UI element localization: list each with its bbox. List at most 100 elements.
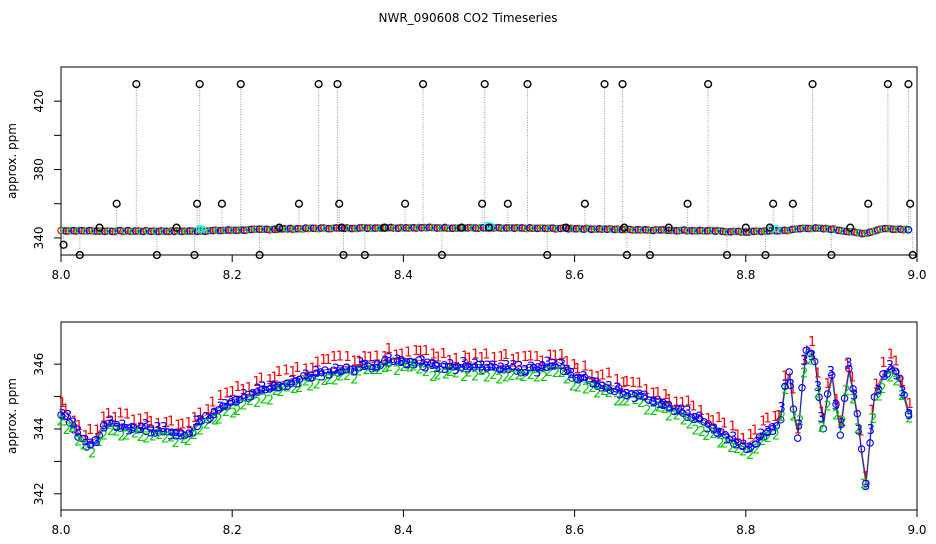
- top-data-point: [245, 225, 253, 234]
- bottom-series-marker-2: 2: [190, 428, 198, 443]
- top-outlier-point: [75, 250, 84, 260]
- bottom-series-marker-3: 3: [521, 364, 529, 379]
- bottom-data-point: [853, 409, 862, 418]
- top-outlier-point: [360, 250, 369, 260]
- bottom-series-marker-1: 1: [223, 386, 231, 401]
- bottom-series-marker-1: 1: [672, 396, 680, 411]
- bottom-series-marker-2: 2: [558, 366, 566, 381]
- top-data-point: [801, 224, 810, 232]
- bottom-data-point: [521, 368, 529, 377]
- bottom-series-marker-2: 2: [80, 439, 88, 454]
- top-data-point: [775, 226, 784, 235]
- bottom-data-point: [815, 393, 823, 402]
- bottom-series-marker-2: 2: [796, 414, 804, 429]
- bottom-series-marker-1: 1: [239, 383, 247, 398]
- top-outlier-point: [622, 250, 631, 260]
- bottom-data-point: [576, 374, 585, 382]
- top-outlier-point: [683, 199, 692, 208]
- bottom-series-marker-3: 3: [549, 358, 557, 373]
- top-data-point: [433, 224, 441, 232]
- bottom-x-tick-label: 8.8: [736, 523, 755, 537]
- top-data-point: [781, 226, 789, 235]
- bottom-series-marker-2: 2: [552, 366, 560, 381]
- bottom-data-point: [185, 429, 193, 437]
- bottom-data-point: [189, 429, 197, 437]
- bottom-series-marker-2: 2: [112, 424, 120, 439]
- bottom-series-marker-3: 3: [233, 394, 241, 409]
- bottom-series-marker-3: 3: [650, 395, 658, 410]
- bottom-series-marker-3: 3: [177, 428, 185, 443]
- bottom-data-point: [457, 363, 466, 372]
- bottom-series-marker-3: 3: [397, 355, 405, 370]
- top-data-point: [755, 227, 763, 235]
- bottom-data-point: [708, 424, 717, 432]
- bottom-series-marker-1: 1: [429, 348, 437, 363]
- top-data-point: [760, 227, 768, 235]
- bottom-data-point: [214, 406, 223, 414]
- top-outlier-point: [335, 199, 344, 208]
- top-data-point: [209, 226, 217, 235]
- bottom-series-marker-2: 2: [142, 431, 150, 446]
- bottom-series-marker-3: 3: [881, 369, 889, 384]
- bottom-data-point: [836, 431, 845, 439]
- bottom-data-point: [623, 392, 632, 400]
- bottom-series-marker-1: 1: [892, 355, 900, 370]
- bottom-data-point: [900, 391, 908, 399]
- bottom-series-marker-1: 1: [613, 373, 621, 388]
- bottom-data-point: [121, 423, 129, 432]
- bottom-series-marker-3: 3: [192, 414, 200, 429]
- top-data-point: [198, 225, 207, 233]
- bottom-series-marker-2: 2: [393, 364, 401, 379]
- top-data-point: [255, 225, 264, 233]
- bottom-series-marker-3: 3: [240, 388, 248, 403]
- bottom-data-point: [555, 358, 563, 367]
- top-data-point: [368, 224, 377, 233]
- top-outlier-point: [480, 79, 489, 89]
- bottom-series-marker-3: 3: [764, 425, 772, 440]
- top-data-point: [811, 224, 820, 232]
- bottom-series-marker-1: 1: [551, 349, 559, 364]
- top-data-point: [219, 226, 228, 235]
- bottom-series-marker-3: 3: [635, 388, 643, 403]
- bottom-series-marker-1: 1: [162, 416, 170, 431]
- top-data-point: [793, 225, 802, 233]
- bottom-series-marker-3: 3: [381, 355, 389, 370]
- bottom-series-marker-2: 2: [203, 418, 211, 433]
- bottom-series-marker-1: 1: [404, 346, 412, 361]
- bottom-data-point: [862, 479, 870, 488]
- top-outlier-point: [827, 250, 836, 260]
- bottom-data-point: [657, 400, 666, 409]
- bottom-series-marker-2: 2: [131, 427, 139, 442]
- bottom-data-point: [240, 393, 248, 402]
- bottom-series-marker-1: 1: [361, 350, 369, 365]
- bottom-x-tick-label: 8.0: [51, 523, 70, 537]
- bottom-data-point: [546, 363, 555, 371]
- bottom-data-point: [91, 436, 99, 444]
- bottom-series-marker-1: 1: [398, 347, 406, 362]
- top-data-point: [541, 224, 550, 233]
- top-data-point: [428, 223, 436, 232]
- bottom-series-marker-1: 1: [111, 411, 119, 426]
- top-data-point: [469, 224, 477, 232]
- bottom-series-marker-1: 1: [275, 365, 283, 380]
- bottom-series-marker-1: 1: [392, 348, 400, 363]
- bottom-series-marker-3: 3: [337, 364, 345, 379]
- bottom-series-marker-2: 2: [276, 385, 284, 400]
- bottom-data-point: [649, 397, 657, 406]
- top-x-tick-label: 8.4: [394, 268, 413, 282]
- top-data-point: [590, 225, 598, 233]
- top-outlier-point: [664, 223, 673, 232]
- top-data-point: [363, 224, 372, 233]
- top-outlier-point: [172, 223, 181, 232]
- bottom-data-point: [500, 366, 508, 374]
- bottom-series-marker-3: 3: [850, 389, 858, 404]
- top-x-tick-label: 9.0: [907, 268, 926, 282]
- bottom-data-point: [449, 363, 457, 371]
- top-data-point: [876, 225, 884, 234]
- bottom-series-marker-1: 1: [588, 368, 596, 383]
- bottom-y-axis-title: approx. ppm: [5, 378, 19, 454]
- bottom-data-point: [470, 363, 478, 371]
- top-data-point: [265, 226, 274, 234]
- bottom-data-point: [414, 356, 423, 364]
- bottom-series-marker-3: 3: [418, 355, 426, 370]
